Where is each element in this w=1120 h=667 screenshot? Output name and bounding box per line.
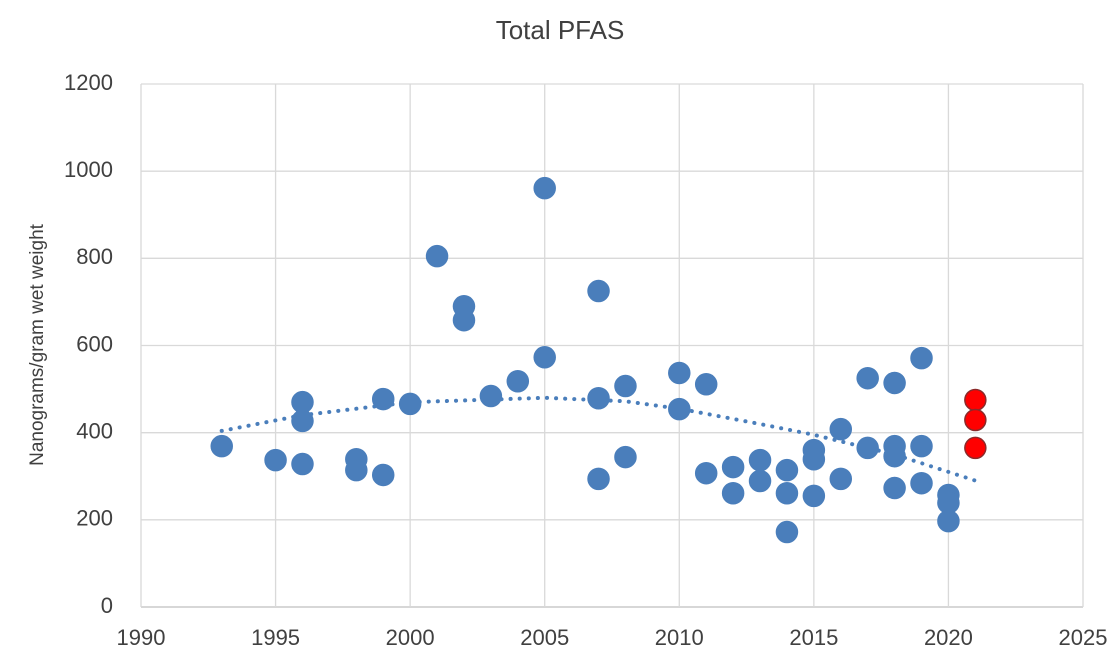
data-point	[775, 458, 799, 482]
data-point	[721, 481, 745, 505]
x-tick-label: 2005	[520, 625, 569, 650]
data-point	[668, 361, 691, 385]
data-point	[614, 374, 637, 398]
data-point	[694, 461, 718, 485]
x-tick-label: 2020	[924, 625, 973, 650]
data-point	[210, 434, 233, 458]
y-tick-label: 200	[76, 506, 113, 531]
data-point	[479, 384, 503, 408]
data-point	[883, 476, 906, 500]
data-point	[398, 392, 422, 416]
data-point	[371, 463, 395, 487]
y-tick-label: 600	[76, 331, 113, 356]
x-tick-label: 2010	[655, 625, 704, 650]
data-point	[533, 176, 556, 200]
y-axis-label: Nanograms/gram wet weight	[27, 223, 48, 466]
data-point	[883, 444, 906, 468]
data-point	[910, 471, 933, 495]
x-tick-label: 2015	[789, 625, 838, 650]
data-point	[748, 448, 772, 472]
data-point	[506, 369, 530, 393]
data-point	[533, 346, 556, 369]
y-tick-label: 1200	[64, 70, 113, 95]
data-point	[964, 436, 987, 460]
data-point	[856, 366, 879, 390]
data-point	[802, 448, 826, 471]
data-point	[829, 467, 853, 491]
data-point	[264, 448, 287, 472]
x-tick-label: 2000	[386, 625, 435, 650]
data-point	[291, 390, 314, 414]
trendline	[219, 395, 978, 483]
data-point	[910, 346, 933, 370]
data-point	[775, 481, 799, 505]
data-point	[614, 445, 637, 469]
data-point	[668, 397, 691, 421]
x-tick-label: 2025	[1059, 625, 1108, 650]
data-point	[587, 386, 610, 410]
data-point	[829, 417, 853, 441]
data-point	[721, 455, 745, 479]
y-tick-label: 800	[76, 244, 113, 269]
data-point	[964, 388, 987, 412]
data-point	[345, 458, 368, 482]
data-point	[775, 520, 799, 544]
data-point	[856, 436, 879, 460]
data-point	[371, 387, 395, 411]
data-point	[291, 452, 314, 476]
data-point	[910, 434, 933, 458]
data-point	[452, 308, 476, 332]
data-point	[587, 279, 610, 303]
data-point	[587, 467, 610, 491]
y-tick-label: 1000	[64, 157, 113, 182]
x-tick-label: 1990	[117, 625, 166, 650]
data-point	[291, 409, 314, 433]
data-point	[883, 371, 906, 395]
data-point	[937, 509, 960, 533]
data-point	[748, 469, 772, 493]
data-point	[964, 408, 987, 432]
data-point	[802, 484, 826, 508]
data-point	[694, 373, 718, 396]
chart-title: Total PFAS	[496, 15, 625, 45]
data-point	[425, 244, 449, 268]
x-tick-label: 1995	[251, 625, 300, 650]
y-tick-label: 400	[76, 418, 113, 443]
y-tick-label: 0	[101, 593, 113, 618]
